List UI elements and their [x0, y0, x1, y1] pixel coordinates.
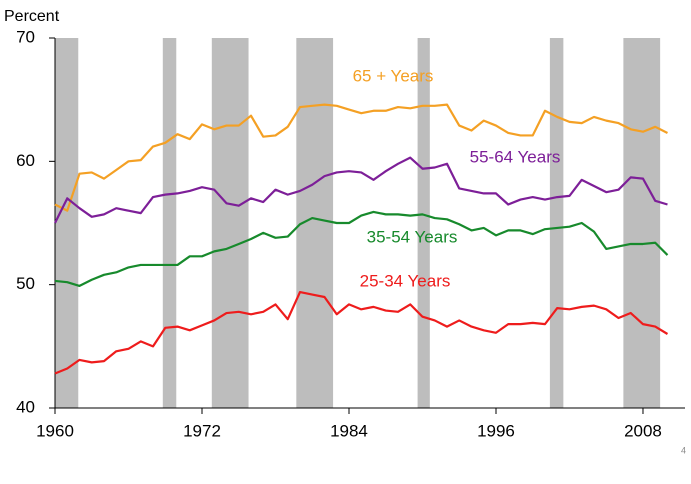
recession-band — [162, 38, 177, 408]
series-label: 55-64 Years — [470, 147, 561, 166]
series-line — [54, 210, 669, 287]
recession-band — [55, 38, 79, 408]
y-tick-label: 40 — [16, 397, 35, 416]
x-tick-label: 1996 — [477, 421, 515, 440]
recession-band — [211, 38, 249, 408]
x-tick-label: 1984 — [330, 421, 368, 440]
y-tick-label: 50 — [16, 274, 35, 293]
series-line — [54, 290, 669, 375]
series-label: 65 + Years — [353, 66, 434, 85]
series-line — [54, 156, 668, 224]
recession-band — [623, 38, 661, 408]
recession-band — [417, 38, 430, 408]
y-axis-label: Percent — [4, 8, 60, 25]
series-line — [54, 103, 668, 212]
x-tick-label: 2008 — [624, 421, 662, 440]
x-tick-label: 1972 — [183, 421, 221, 440]
y-tick-label: 60 — [16, 151, 35, 170]
y-tick-label: 70 — [16, 27, 35, 46]
series-label: 35-54 Years — [367, 227, 458, 246]
series-label: 25-34 Years — [360, 271, 451, 290]
recession-band — [549, 38, 564, 408]
x-tick-label: 1960 — [36, 421, 74, 440]
page-number: 4 — [681, 445, 686, 455]
